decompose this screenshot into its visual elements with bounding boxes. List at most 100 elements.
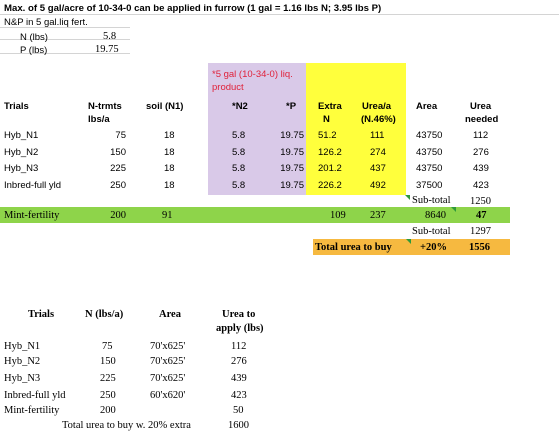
n-lbs-label: N (lbs): [20, 32, 48, 43]
n-lbs-value[interactable]: 5.8: [103, 31, 117, 42]
area-value: 60'x620': [150, 390, 186, 401]
comment-marker-icon: [451, 207, 456, 212]
table2-total-value[interactable]: 1600: [228, 420, 249, 431]
p-value: 19.75: [280, 163, 304, 174]
trial-name: Hyb_N2: [4, 356, 41, 367]
urea-needed-value: 276: [473, 147, 489, 158]
header-urea-needed-line1: Urea: [470, 101, 492, 112]
trial-name: Hyb_N1: [4, 341, 41, 352]
header-area: Area: [416, 101, 438, 112]
table2-header-urea-line1: Urea to: [222, 309, 256, 320]
area-value: 70'x625': [150, 356, 186, 367]
product-note-line2: product: [212, 82, 244, 93]
subtotal2-value[interactable]: 1297: [470, 226, 491, 237]
n2-value: 5.8: [232, 130, 246, 141]
total-percent: +20%: [420, 242, 447, 253]
n-value: 250: [100, 390, 116, 401]
ntrmts-value: 75: [115, 130, 126, 141]
extra-n-value: 126.2: [318, 147, 342, 158]
area-value: 8640: [425, 210, 446, 221]
extra-n-value: 109: [330, 210, 346, 221]
soil-value: 91: [162, 210, 173, 221]
total-urea-value[interactable]: 1556: [469, 242, 490, 253]
area-value: 43750: [416, 130, 443, 141]
header-urea-needed-line2: needed: [465, 114, 499, 125]
urea-a-value: 437: [370, 163, 386, 174]
header-extra-n-line1: Extra: [318, 101, 342, 112]
urea-value: 50: [233, 405, 244, 416]
header-p: *P: [286, 101, 297, 112]
n-value: 225: [100, 373, 116, 384]
total-row-highlight: [313, 239, 510, 255]
trial-name: Hyb_N3: [4, 163, 39, 174]
soil-value: 18: [164, 147, 175, 158]
n2-value: 5.8: [232, 180, 246, 191]
p-value: 19.75: [280, 180, 304, 191]
urea-a-value: 111: [370, 130, 385, 141]
trial-name: Mint-fertility: [4, 405, 60, 416]
comment-marker-icon: [406, 239, 411, 244]
urea-a-value: 492: [370, 180, 386, 191]
n-value: 75: [102, 341, 113, 352]
yellow-highlight-block: [306, 63, 406, 195]
p-value: 19.75: [280, 147, 304, 158]
soil-value: 18: [164, 163, 175, 174]
ntrmts-value: 200: [110, 210, 126, 221]
header-urea-a-line1: Urea/a: [362, 101, 392, 112]
n-value: 150: [100, 356, 116, 367]
area-value: 70'x625': [150, 341, 186, 352]
comment-marker-icon: [405, 195, 410, 200]
n2-value: 5.8: [232, 163, 246, 174]
trial-name: Mint-fertility: [4, 210, 60, 221]
table2-header-trials: Trials: [28, 309, 55, 320]
table2-total-label: Total urea to buy w. 20% extra: [62, 420, 191, 431]
purple-highlight-block: [208, 63, 306, 195]
area-value: 43750: [416, 163, 443, 174]
area-value: 43750: [416, 147, 443, 158]
extra-n-value: 226.2: [318, 180, 342, 191]
sheet-title: Max. of 5 gal/acre of 10-34-0 can be app…: [4, 3, 382, 14]
header-extra-n-line2: N: [323, 114, 330, 125]
subtotal1-label: Sub-total: [412, 195, 451, 206]
header-urea-a-line2: (N.46%): [361, 114, 396, 125]
trial-name: Inbred-full yld: [4, 180, 62, 191]
urea-value: 439: [231, 373, 247, 384]
urea-value: 276: [231, 356, 247, 367]
urea-a-value: 237: [370, 210, 386, 221]
p-value: 19.75: [280, 130, 304, 141]
header-trials: Trials: [4, 101, 29, 112]
header-ntrmts-line1: N-trmts: [88, 101, 122, 112]
subtotal1-value[interactable]: 1250: [470, 196, 491, 207]
area-value: 37500: [416, 180, 443, 191]
subtotal2-label: Sub-total: [412, 226, 451, 237]
soil-value: 18: [164, 130, 175, 141]
mint-row-highlight: [0, 207, 510, 223]
table2-header-urea-line2: apply (lbs): [216, 323, 264, 334]
header-n2: *N2: [232, 101, 248, 112]
trial-name: Hyb_N2: [4, 147, 39, 158]
ntrmts-value: 225: [110, 163, 126, 174]
n-value: 200: [100, 405, 116, 416]
p-lbs-value[interactable]: 19.75: [95, 44, 119, 55]
urea-value: 112: [231, 341, 247, 352]
trial-name: Hyb_N3: [4, 373, 41, 384]
urea-value: 423: [231, 390, 247, 401]
header-soil: soil (N1): [146, 101, 184, 112]
ntrmts-value: 250: [110, 180, 126, 191]
header-ntrmts-line2: lbs/a: [88, 114, 110, 125]
extra-n-value: 201.2: [318, 163, 342, 174]
table2-header-n: N (lbs/a): [85, 309, 124, 320]
p-lbs-label: P (lbs): [20, 45, 48, 56]
extra-n-value: 51.2: [318, 130, 337, 141]
sheet-subtitle: N&P in 5 gal.liq fert.: [4, 17, 88, 28]
urea-needed-value: 439: [473, 163, 489, 174]
table2-header-area: Area: [159, 309, 181, 320]
area-value: 70'x625': [150, 373, 186, 384]
urea-needed-value: 112: [473, 130, 489, 141]
soil-value: 18: [164, 180, 175, 191]
trial-name: Inbred-full yld: [4, 390, 66, 401]
urea-needed-value: 423: [473, 180, 489, 191]
urea-a-value: 274: [370, 147, 386, 158]
product-note-line1: *5 gal (10-34-0) liq.: [212, 69, 293, 80]
urea-needed-value: 47: [476, 210, 487, 221]
